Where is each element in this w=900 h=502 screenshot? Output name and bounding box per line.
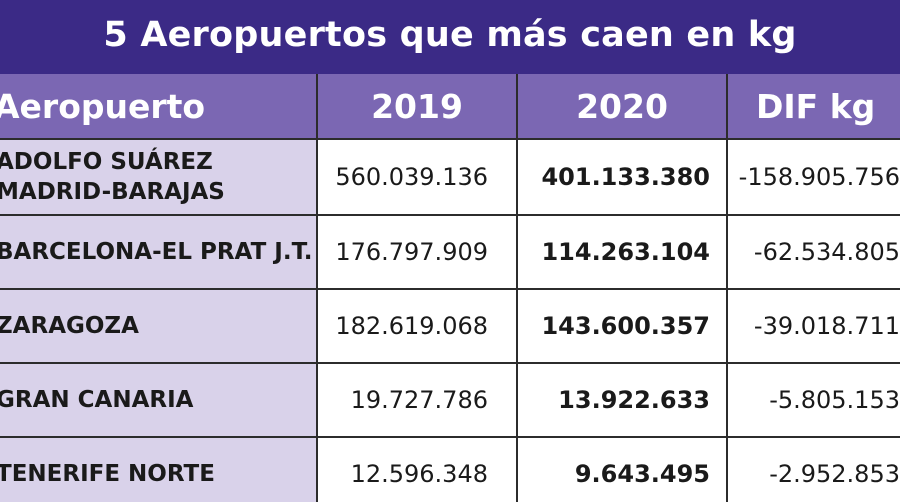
airport-name: ZARAGOZA [0, 313, 139, 339]
value-dif: -158.905.756 [726, 140, 900, 216]
airport-name-cell: BARCELONA-EL PRAT J.T. [0, 216, 316, 290]
airport-name: BARCELONA-EL PRAT J.T. [0, 239, 313, 265]
header-aeropuerto: Aeropuerto [0, 74, 316, 140]
header-2019: 2019 [316, 74, 516, 140]
table-title: 5 Aeropuertos que más caen en kg [0, 0, 900, 74]
value-dif: -62.534.805 [726, 216, 900, 290]
table-row: ZARAGOZA 182.619.068 143.600.357 -39.018… [0, 290, 900, 364]
value-2019: 560.039.136 [316, 140, 516, 216]
table-row: ADOLFO SUÁREZ MADRID-BARAJAS 560.039.136… [0, 140, 900, 216]
table-row: BARCELONA-EL PRAT J.T. 176.797.909 114.2… [0, 216, 900, 290]
value-2020: 9.643.495 [516, 438, 726, 502]
value-2019: 182.619.068 [316, 290, 516, 364]
header-dif-kg: DIF kg [726, 74, 900, 140]
airport-name-cell: TENERIFE NORTE [0, 438, 316, 502]
value-dif: -5.805.153 [726, 364, 900, 438]
table-row: TENERIFE NORTE 12.596.348 9.643.495 -2.9… [0, 438, 900, 502]
airport-name-cell: GRAN CANARIA [0, 364, 316, 438]
airport-name-cell: ADOLFO SUÁREZ MADRID-BARAJAS [0, 140, 316, 216]
table-row: GRAN CANARIA 19.727.786 13.922.633 -5.80… [0, 364, 900, 438]
value-2020: 114.263.104 [516, 216, 726, 290]
value-2020: 143.600.357 [516, 290, 726, 364]
airport-name-cell: ZARAGOZA [0, 290, 316, 364]
airport-name: ADOLFO SUÁREZ MADRID-BARAJAS [0, 149, 225, 205]
header-2020: 2020 [516, 74, 726, 140]
airport-name: GRAN CANARIA [0, 387, 194, 413]
value-2019: 19.727.786 [316, 364, 516, 438]
value-2019: 12.596.348 [316, 438, 516, 502]
airport-name: TENERIFE NORTE [0, 461, 215, 487]
value-2019: 176.797.909 [316, 216, 516, 290]
value-dif: -39.018.711 [726, 290, 900, 364]
value-2020: 13.922.633 [516, 364, 726, 438]
value-2020: 401.133.380 [516, 140, 726, 216]
airports-table: Aeropuerto 2019 2020 DIF kg ADOLFO SUÁRE… [0, 74, 900, 502]
value-dif: -2.952.853 [726, 438, 900, 502]
